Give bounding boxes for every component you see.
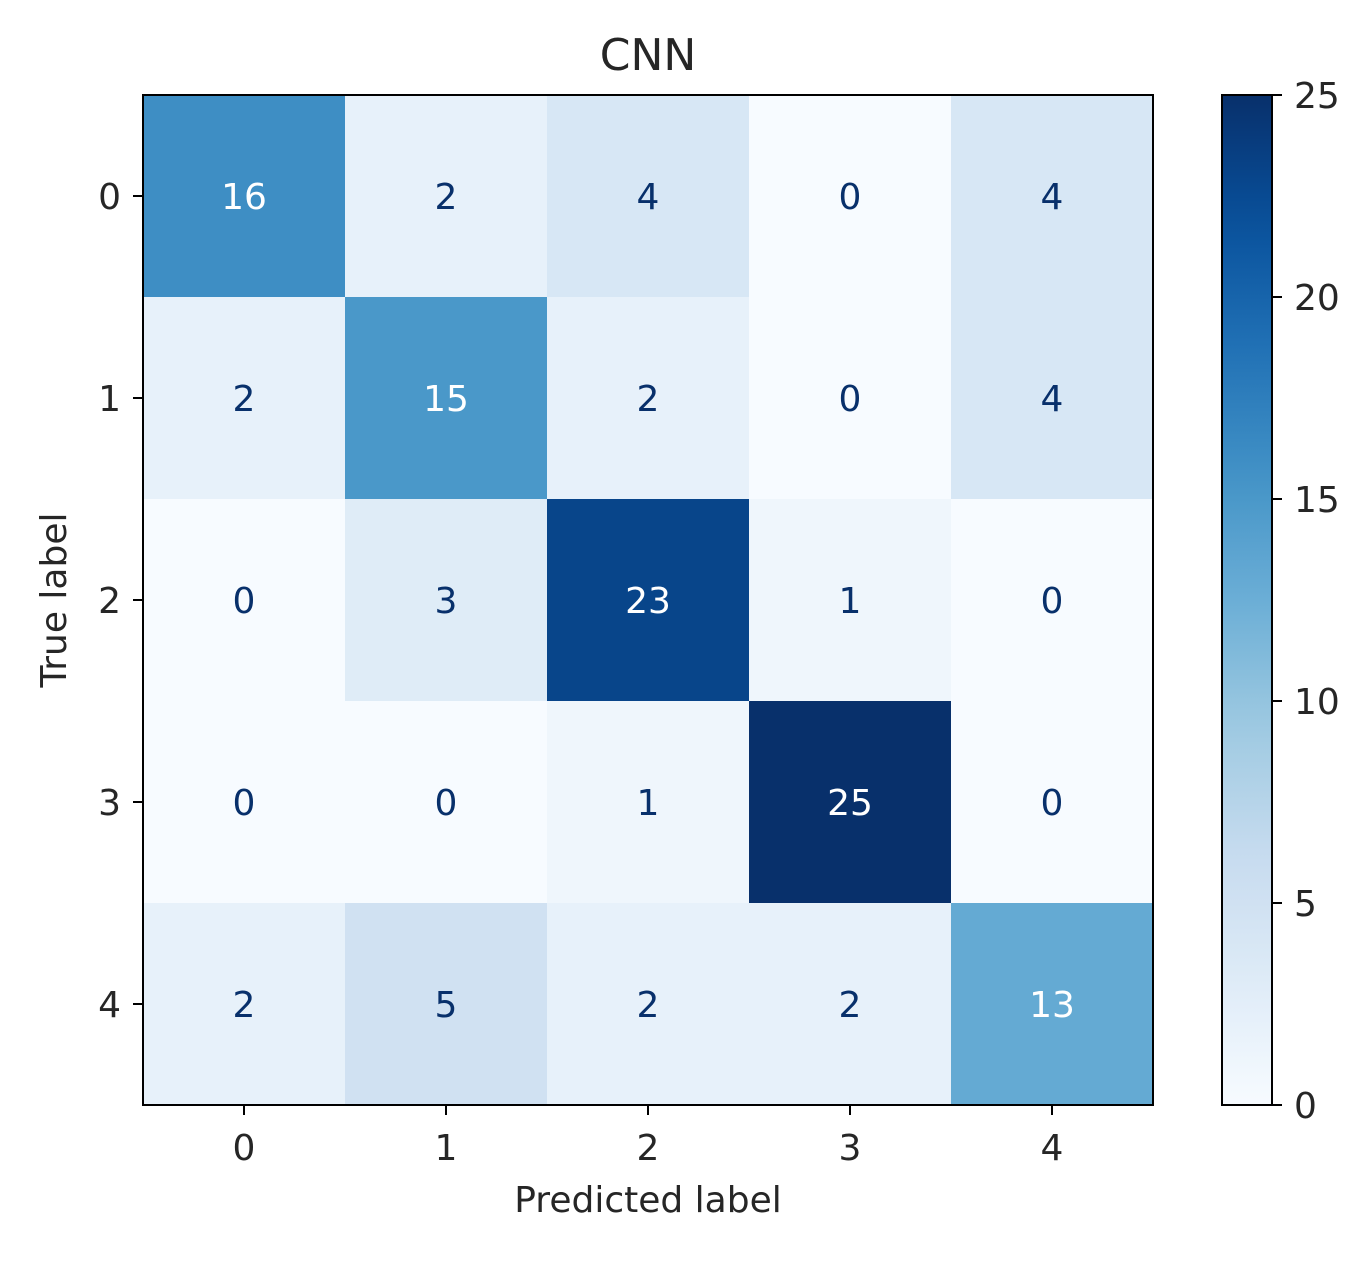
heatmap-cell [951, 297, 1154, 500]
x-tick-label: 4 [1041, 1128, 1064, 1169]
cell-value-label: 1 [839, 581, 862, 622]
heatmap-cell [749, 95, 952, 298]
y-tick-label: 2 [98, 581, 121, 622]
y-tick-label: 1 [98, 379, 121, 420]
x-axis-ticks: 0 1 2 3 4 [233, 1105, 1064, 1169]
heatmap-cell [749, 297, 952, 500]
heatmap-cell [345, 903, 548, 1106]
cell-value-label: 0 [839, 379, 862, 420]
cell-value-label: 2 [637, 985, 660, 1026]
heatmap-cell [345, 297, 548, 500]
cell-value-label: 25 [827, 783, 873, 824]
cell-value-label: 2 [233, 379, 256, 420]
heatmap-cell [143, 701, 346, 904]
y-axis-ticks: 0 1 2 3 4 [98, 177, 143, 1026]
cell-value-label: 0 [233, 783, 256, 824]
cell-value-label: 4 [1041, 379, 1064, 420]
heatmap-cell-values: 16 2 4 0 42 15 2 0 40 3 23 1 00 0 1 25 02 5 2 2 13 [221, 177, 1075, 1026]
cell-value-label: 4 [637, 177, 660, 218]
heatmap-cells [143, 95, 1154, 1106]
colorbar-tick-label: 25 [1294, 76, 1340, 117]
cell-value-label: 1 [637, 783, 660, 824]
heatmap-cell [951, 903, 1154, 1106]
heatmap-cell [345, 95, 548, 298]
x-tick-label: 0 [233, 1128, 256, 1169]
cell-value-label: 2 [637, 379, 660, 420]
heatmap-cell [345, 499, 548, 702]
cell-value-label: 0 [233, 581, 256, 622]
cell-value-label: 16 [221, 177, 267, 218]
cell-value-label: 4 [1041, 177, 1064, 218]
colorbar [1222, 95, 1272, 1105]
heatmap-cell [143, 499, 346, 702]
cell-value-label: 0 [1041, 581, 1064, 622]
heatmap-cell [951, 499, 1154, 702]
y-tick-label: 0 [98, 177, 121, 218]
heatmap-cell [951, 701, 1154, 904]
y-tick-label: 3 [98, 783, 121, 824]
heatmap-cell [143, 903, 346, 1106]
heatmap-cell [749, 499, 952, 702]
x-tick-label: 3 [839, 1128, 862, 1169]
heatmap-cell [749, 701, 952, 904]
x-tick-label: 1 [435, 1128, 458, 1169]
heatmap-cell [749, 903, 952, 1106]
colorbar-tick-label: 5 [1294, 884, 1317, 925]
heatmap-cell [143, 95, 346, 298]
colorbar-ticks: 0 5 10 15 20 25 [1272, 76, 1340, 1127]
colorbar-frame [1221, 94, 1273, 1106]
cell-value-label: 15 [423, 379, 469, 420]
heatmap-cell [547, 499, 750, 702]
cell-value-label: 13 [1029, 985, 1075, 1026]
cell-value-label: 0 [435, 783, 458, 824]
cell-value-label: 23 [625, 581, 671, 622]
y-axis-label: True label [34, 513, 75, 689]
cell-value-label: 2 [839, 985, 862, 1026]
x-axis-label: Predicted label [514, 1180, 782, 1221]
cell-value-label: 3 [435, 581, 458, 622]
colorbar-tick-label: 20 [1294, 278, 1340, 319]
cell-value-label: 2 [233, 985, 256, 1026]
x-tick-label: 2 [637, 1128, 660, 1169]
heatmap-cell [547, 903, 750, 1106]
cell-value-label: 0 [1041, 783, 1064, 824]
heatmap-cell [951, 95, 1154, 298]
cell-value-label: 2 [435, 177, 458, 218]
y-tick-label: 4 [98, 985, 121, 1026]
heatmap-cell [547, 701, 750, 904]
cell-value-label: 5 [435, 985, 458, 1026]
heatmap-cell [547, 297, 750, 500]
cell-value-label: 0 [839, 177, 862, 218]
chart-title: CNN [600, 30, 697, 81]
colorbar-tick-label: 0 [1294, 1086, 1317, 1127]
heatmap-cell [143, 297, 346, 500]
heatmap-cell [547, 95, 750, 298]
heatmap-cell [345, 701, 548, 904]
colorbar-tick-label: 15 [1294, 480, 1340, 521]
colorbar-tick-label: 10 [1294, 682, 1340, 723]
